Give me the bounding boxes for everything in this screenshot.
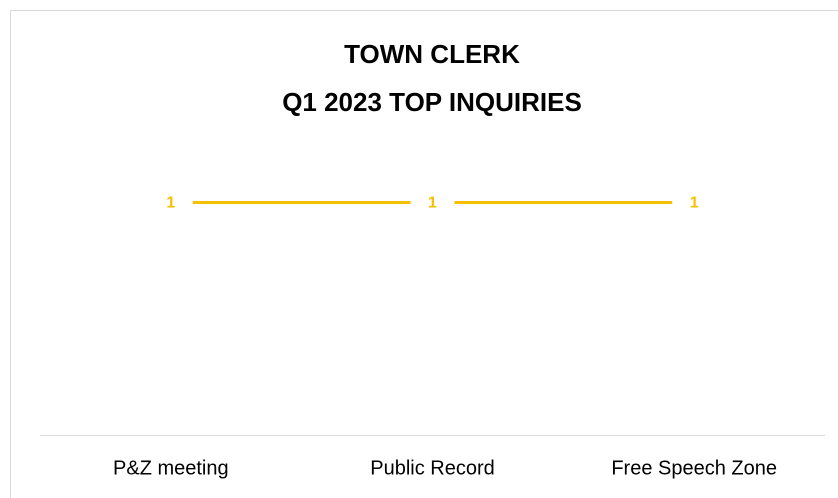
label-bg [148, 190, 193, 215]
x-tick-label: P&Z meeting [113, 457, 229, 479]
label-bg [410, 190, 455, 215]
data-label: 1 [166, 195, 175, 212]
chart-subtitle: Q1 2023 TOP INQUIRIES [282, 87, 582, 117]
label-bg [672, 190, 717, 215]
data-label: 1 [690, 195, 699, 212]
chart-title: TOWN CLERK [344, 39, 520, 69]
data-label: 1 [428, 195, 437, 212]
x-tick-label: Free Speech Zone [611, 457, 777, 479]
x-tick-label: Public Record [370, 457, 495, 479]
chart-frame [10, 10, 838, 498]
